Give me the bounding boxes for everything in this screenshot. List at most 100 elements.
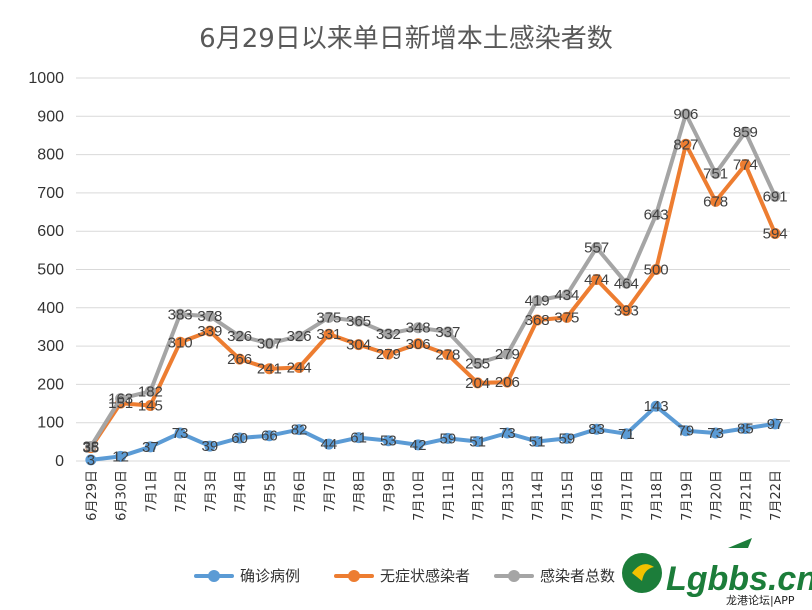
data-point bbox=[293, 362, 305, 374]
data-label: 71 bbox=[618, 426, 635, 443]
y-tick-label: 200 bbox=[37, 376, 64, 393]
data-point bbox=[620, 277, 632, 289]
data-label: 827 bbox=[673, 136, 698, 153]
data-point bbox=[293, 424, 305, 436]
data-point bbox=[382, 348, 394, 360]
data-point bbox=[561, 432, 573, 444]
data-label: 368 bbox=[525, 312, 550, 329]
data-label: 39 bbox=[202, 438, 219, 455]
legend-marker bbox=[348, 570, 360, 582]
data-point bbox=[323, 328, 335, 340]
data-label: 500 bbox=[644, 262, 669, 279]
data-label: 279 bbox=[495, 346, 520, 363]
x-tick-label: 7月6日 bbox=[293, 470, 308, 513]
data-point bbox=[144, 441, 156, 453]
data-label: 97 bbox=[767, 416, 784, 433]
data-point bbox=[174, 427, 186, 439]
x-tick-label: 7月12日 bbox=[472, 470, 487, 521]
data-label: 326 bbox=[287, 328, 312, 345]
data-label: 42 bbox=[410, 437, 427, 454]
data-label: 337 bbox=[435, 324, 460, 341]
data-label: 143 bbox=[644, 398, 669, 415]
watermark-subtext: 龙港论坛|APP bbox=[726, 593, 795, 607]
x-tick-label: 7月7日 bbox=[323, 470, 338, 513]
series-layer bbox=[85, 108, 781, 466]
data-point bbox=[680, 138, 692, 150]
data-point bbox=[412, 322, 424, 334]
y-tick-label: 900 bbox=[37, 108, 64, 125]
data-point bbox=[710, 195, 722, 207]
data-point bbox=[531, 435, 543, 447]
x-axis-ticks: 6月29日 6月30日 7月1日 7月2日 7月3日 7月4日 7月5日 7月6日 7月7日 7月… bbox=[85, 470, 784, 521]
data-label: 906 bbox=[673, 106, 698, 123]
data-label: 331 bbox=[316, 326, 341, 343]
data-point bbox=[561, 311, 573, 323]
data-point bbox=[293, 330, 305, 342]
data-label: 339 bbox=[197, 323, 222, 340]
data-label: 37 bbox=[142, 439, 159, 456]
data-label: 73 bbox=[499, 425, 516, 442]
data-point bbox=[472, 435, 484, 447]
data-label: 751 bbox=[703, 165, 728, 182]
data-label: 378 bbox=[197, 308, 222, 325]
data-point bbox=[353, 315, 365, 327]
x-tick-label: 7月9日 bbox=[382, 470, 397, 513]
data-point bbox=[739, 159, 751, 171]
data-point bbox=[561, 289, 573, 301]
data-point bbox=[263, 430, 275, 442]
watermark-logo-text: Lgbbs.cn bbox=[666, 560, 812, 598]
data-point bbox=[531, 295, 543, 307]
data-point bbox=[442, 326, 454, 338]
data-point bbox=[769, 418, 781, 430]
watermark-logo: Lgbbs.cn 龙港论坛|APP bbox=[622, 538, 812, 607]
x-tick-label: 6月30日 bbox=[115, 470, 130, 521]
y-tick-label: 400 bbox=[37, 300, 64, 317]
data-label: 307 bbox=[257, 335, 282, 352]
data-label: 35 bbox=[83, 440, 100, 457]
data-label: 79 bbox=[678, 423, 695, 440]
data-label: 182 bbox=[138, 383, 163, 400]
y-tick-label: 0 bbox=[55, 453, 64, 470]
data-label: 244 bbox=[287, 360, 312, 377]
data-label: 44 bbox=[321, 436, 338, 453]
data-point bbox=[739, 422, 751, 434]
data-point bbox=[174, 308, 186, 320]
y-tick-label: 700 bbox=[37, 185, 64, 202]
data-label: 306 bbox=[406, 336, 431, 353]
data-point bbox=[531, 314, 543, 326]
data-label: 594 bbox=[763, 225, 788, 242]
data-point bbox=[204, 440, 216, 452]
legend-marker bbox=[208, 570, 220, 582]
series-line bbox=[88, 142, 778, 450]
y-tick-label: 300 bbox=[37, 338, 64, 355]
data-label: 83 bbox=[588, 421, 605, 438]
data-label: 241 bbox=[257, 361, 282, 378]
data-label: 464 bbox=[614, 275, 639, 292]
x-tick-label: 7月4日 bbox=[234, 470, 249, 513]
legend: 确诊病例 无症状感染者 感染者总数 bbox=[194, 567, 615, 585]
x-tick-label: 6月29日 bbox=[85, 470, 100, 521]
data-label: 643 bbox=[644, 207, 669, 224]
data-point bbox=[234, 432, 246, 444]
data-label: 60 bbox=[231, 430, 248, 447]
data-point bbox=[144, 399, 156, 411]
data-label: 266 bbox=[227, 351, 252, 368]
x-tick-label: 7月13日 bbox=[501, 470, 516, 521]
data-label: 53 bbox=[380, 433, 397, 450]
data-label: 365 bbox=[346, 313, 371, 330]
data-point bbox=[412, 338, 424, 350]
data-point bbox=[501, 376, 513, 388]
data-label: 59 bbox=[440, 430, 457, 447]
data-label: 419 bbox=[525, 293, 550, 310]
data-point bbox=[412, 439, 424, 451]
data-point bbox=[115, 393, 127, 405]
data-label: 38 bbox=[83, 438, 100, 455]
series-line bbox=[88, 112, 778, 449]
data-label: 151 bbox=[108, 395, 133, 412]
data-label: 348 bbox=[406, 320, 431, 337]
data-label: 255 bbox=[465, 355, 490, 372]
data-label: 375 bbox=[554, 309, 579, 326]
data-point bbox=[472, 357, 484, 369]
data-point bbox=[234, 330, 246, 342]
